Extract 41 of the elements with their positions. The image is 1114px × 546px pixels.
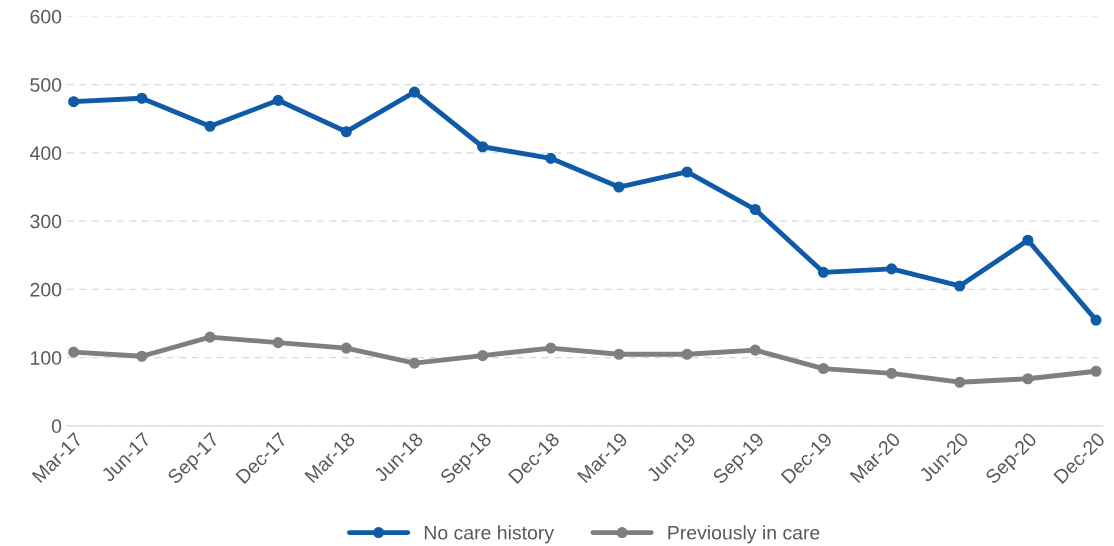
point <box>954 376 966 388</box>
point <box>1022 234 1034 246</box>
y-tick-label: 200 <box>30 282 62 297</box>
point <box>340 342 352 354</box>
point <box>545 152 557 164</box>
point <box>749 344 761 356</box>
point <box>408 357 421 369</box>
point <box>408 86 421 98</box>
point <box>68 346 80 358</box>
point <box>545 342 557 354</box>
legend-label: Previously in care <box>668 525 820 544</box>
point <box>272 94 284 106</box>
point <box>749 203 761 216</box>
point <box>136 92 148 104</box>
y-tick-label: 400 <box>29 146 62 161</box>
point <box>1090 365 1102 377</box>
point <box>272 337 284 349</box>
y-tick-label: 0 <box>51 419 62 434</box>
y-tick-label: 300 <box>30 214 62 229</box>
point <box>136 350 148 362</box>
point <box>613 181 625 193</box>
point <box>681 166 693 178</box>
point <box>954 280 966 292</box>
point <box>204 331 216 343</box>
point <box>886 263 898 275</box>
point <box>68 96 80 108</box>
point <box>204 120 216 132</box>
point <box>340 126 352 138</box>
point <box>613 348 625 360</box>
legend-label: No care history <box>424 525 555 544</box>
point <box>886 367 898 379</box>
point <box>1090 314 1102 326</box>
y-tick-label: 500 <box>30 78 62 92</box>
y-tick-label: 100 <box>31 351 62 365</box>
point <box>1022 373 1034 385</box>
point <box>681 348 693 360</box>
point <box>817 266 829 278</box>
point <box>477 141 489 153</box>
point <box>477 350 489 362</box>
y-tick-label: 600 <box>30 9 62 24</box>
point <box>817 362 829 375</box>
